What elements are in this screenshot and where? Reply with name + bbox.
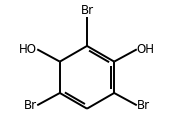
Text: HO: HO	[19, 43, 37, 56]
Text: Br: Br	[24, 99, 37, 112]
Text: OH: OH	[137, 43, 155, 56]
Text: Br: Br	[137, 99, 150, 112]
Text: Br: Br	[80, 4, 94, 17]
